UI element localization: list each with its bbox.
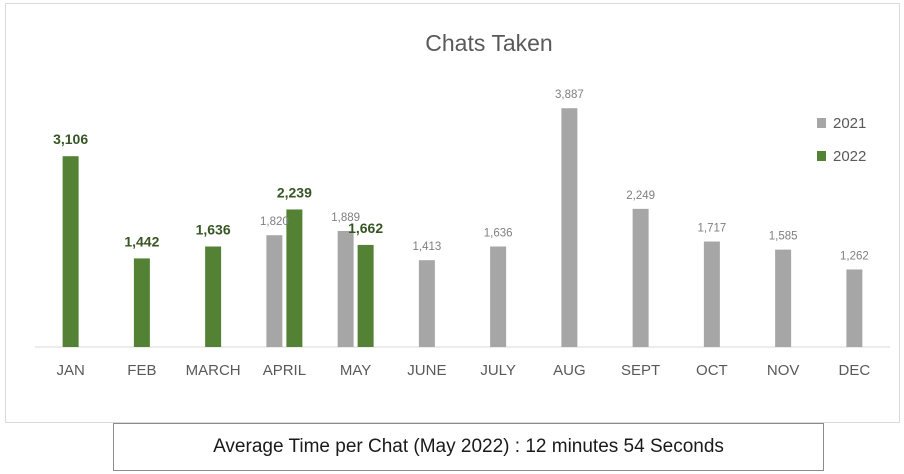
bar-2021-sept	[632, 208, 649, 347]
legend-swatch-2021	[817, 118, 826, 128]
x-tick-label: OCT	[696, 362, 728, 379]
data-label: 1,636	[484, 228, 513, 240]
average-time-text: Average Time per Chat (May 2022) : 12 mi…	[213, 436, 724, 457]
x-tick-label: MAY	[340, 362, 371, 379]
x-tick-label: JULY	[480, 362, 516, 379]
data-label: 2,249	[626, 190, 655, 202]
x-tick-label: JUNE	[407, 362, 446, 379]
bar-2021-dec	[846, 269, 863, 347]
bar-2022-april	[286, 209, 303, 347]
bar-2022-march	[205, 246, 222, 347]
data-label: 1,413	[412, 241, 441, 253]
x-tick-label: SEPT	[621, 362, 660, 379]
chart-frame: Chats Taken 3,106 1,442 1,636 1,820 2,239 1,8…	[5, 3, 900, 423]
data-label: 1,585	[769, 231, 798, 243]
average-time-box: Average Time per Chat (May 2022) : 12 mi…	[113, 423, 824, 471]
bar-2022-jan	[62, 156, 79, 347]
chats-taken-chart: Chats Taken 3,106 1,442 1,636 1,820 2,239 1,8…	[35, 30, 890, 379]
bar-2021-oct	[703, 241, 720, 347]
data-label: 3,887	[555, 89, 584, 101]
bar-2021-june	[418, 260, 435, 347]
bar-2021-nov	[775, 249, 792, 347]
data-label: 1,636	[196, 222, 231, 238]
data-label: 1,442	[124, 233, 159, 249]
data-label: 1,820	[260, 216, 289, 228]
legend-label-2022: 2022	[833, 148, 866, 165]
bar-2021-july	[490, 246, 507, 347]
x-tick-label: APRIL	[263, 362, 306, 379]
bar-2022-may	[357, 244, 374, 347]
x-tick-label: NOV	[767, 362, 800, 379]
bar-2022-feb	[133, 258, 150, 347]
data-label: 1,717	[697, 223, 726, 235]
data-label: 1,262	[840, 250, 869, 262]
x-tick-label: FEB	[127, 362, 156, 379]
data-label: 1,662	[348, 220, 383, 236]
bar-2021-may	[337, 230, 354, 347]
x-tick-label: AUG	[553, 362, 586, 379]
legend-swatch-2022	[817, 151, 826, 161]
data-label: 3,106	[53, 131, 88, 147]
data-label: 1,889	[331, 212, 360, 224]
x-tick-label: DEC	[839, 362, 871, 379]
legend-label-2021: 2021	[833, 115, 866, 132]
bar-2021-aug	[561, 108, 578, 347]
bar-2021-april	[266, 235, 283, 347]
data-label: 2,239	[277, 184, 312, 200]
x-tick-label: MARCH	[186, 362, 241, 379]
chart-title: Chats Taken	[425, 30, 552, 56]
x-tick-label: JAN	[56, 362, 84, 379]
